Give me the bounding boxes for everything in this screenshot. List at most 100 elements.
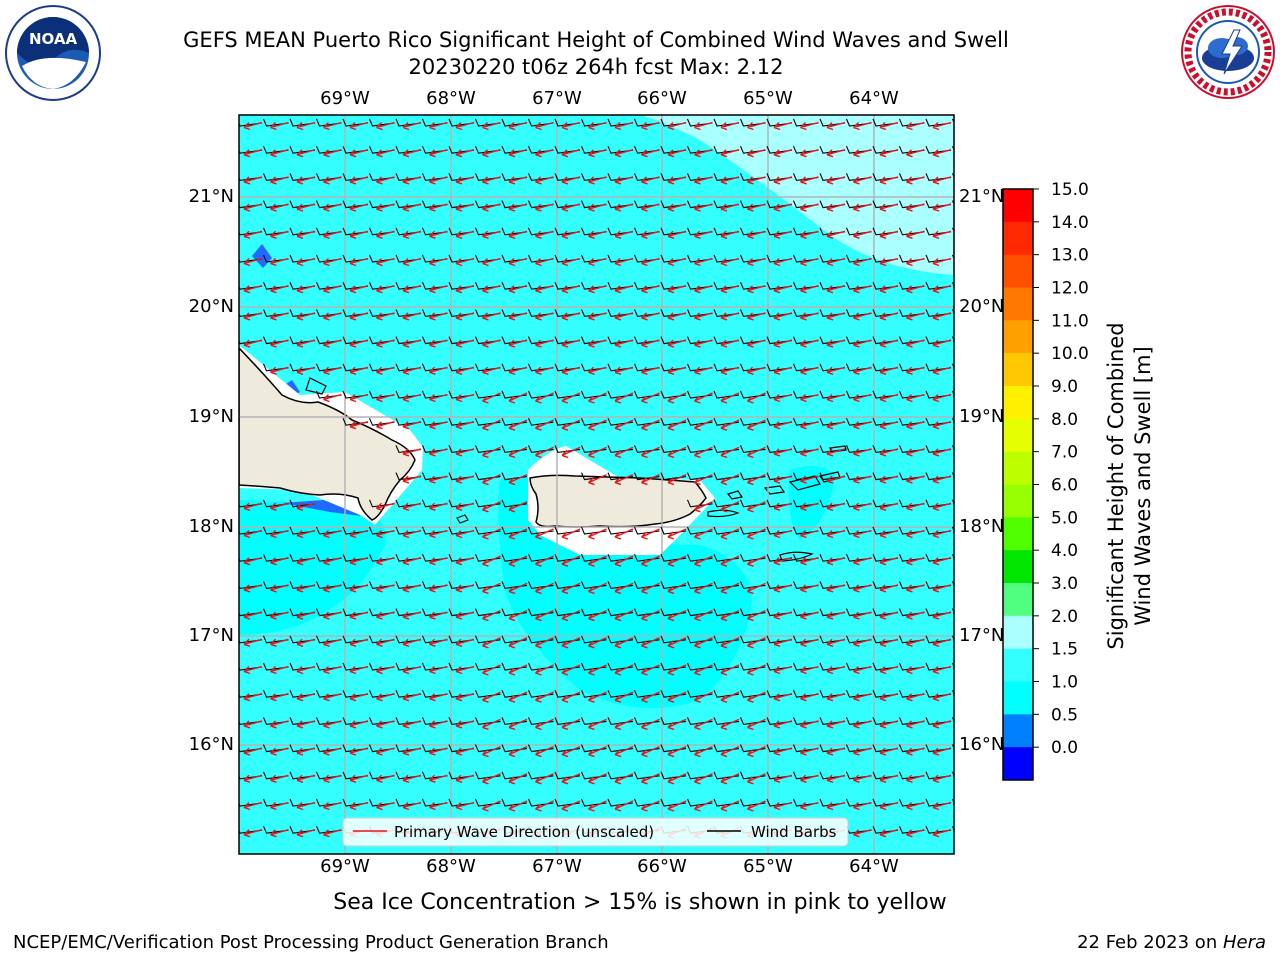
wave-direction-arrow bbox=[932, 230, 952, 239]
wave-direction-arrow bbox=[773, 665, 793, 675]
wave-direction-arrow bbox=[455, 774, 475, 783]
wave-direction-arrow bbox=[429, 611, 448, 620]
wave-direction-arrow bbox=[853, 421, 872, 430]
lat-right-5: 16°N bbox=[959, 734, 1005, 755]
wave-direction-arrow bbox=[667, 773, 687, 785]
wave-direction-arrow bbox=[535, 392, 554, 404]
lon-bottom-5: 64°W bbox=[849, 856, 899, 877]
wave-direction-arrow bbox=[826, 720, 846, 729]
wave-direction-arrow bbox=[694, 528, 713, 540]
wave-direction-arrow bbox=[720, 339, 740, 348]
colorbar-tick-label: 1.5 bbox=[1051, 640, 1078, 660]
wave-direction-arrow bbox=[243, 230, 263, 239]
wave-direction-arrow bbox=[879, 448, 899, 457]
wave-direction-arrow bbox=[482, 176, 501, 185]
wave-direction-arrow bbox=[270, 502, 289, 511]
wave-direction-arrow bbox=[614, 800, 634, 812]
wave-direction-arrow bbox=[323, 693, 342, 702]
wave-direction-arrow bbox=[323, 121, 342, 131]
wave-direction-arrow bbox=[296, 312, 316, 321]
wave-direction-arrow bbox=[508, 555, 528, 567]
wave-direction-arrow bbox=[906, 176, 925, 185]
colorbar-segment bbox=[1003, 189, 1033, 223]
wave-direction-arrow bbox=[323, 285, 342, 294]
wave-direction-arrow bbox=[694, 257, 713, 267]
lat-right-4: 17°N bbox=[959, 625, 1005, 646]
wave-direction-arrow bbox=[747, 773, 766, 785]
wave-direction-arrow bbox=[429, 638, 448, 647]
wave-direction-arrow bbox=[376, 203, 395, 212]
wave-direction-arrow bbox=[429, 502, 448, 511]
wave-direction-arrow bbox=[906, 393, 925, 403]
wave-direction-arrow bbox=[561, 609, 581, 622]
wave-direction-arrow bbox=[508, 609, 528, 622]
lat-right-2: 19°N bbox=[959, 406, 1005, 427]
wave-direction-arrow bbox=[588, 121, 607, 131]
colorbar-tick-label: 3.0 bbox=[1051, 574, 1078, 594]
wave-direction-arrow bbox=[720, 745, 740, 758]
svg-text:NOAA: NOAA bbox=[29, 30, 78, 48]
wave-direction-arrow bbox=[323, 366, 342, 375]
wave-direction-arrow bbox=[588, 419, 607, 431]
wave-direction-arrow bbox=[455, 203, 475, 212]
wave-direction-arrow bbox=[535, 121, 554, 131]
wave-direction-arrow bbox=[853, 611, 872, 620]
wave-direction-arrow bbox=[508, 230, 528, 239]
wave-direction-arrow bbox=[694, 419, 713, 431]
wave-direction-arrow bbox=[296, 747, 316, 756]
wave-direction-arrow bbox=[720, 800, 740, 812]
wave-direction-arrow bbox=[667, 419, 687, 431]
wave-direction-arrow bbox=[932, 339, 952, 348]
wave-direction-arrow bbox=[614, 203, 634, 212]
wave-direction-arrow bbox=[720, 230, 740, 239]
wave-direction-arrow bbox=[773, 529, 793, 539]
wave-direction-arrow bbox=[429, 693, 448, 702]
wave-direction-arrow bbox=[535, 691, 554, 703]
wave-direction-arrow bbox=[932, 801, 952, 811]
wave-direction-arrow bbox=[296, 149, 316, 158]
wave-direction-arrow bbox=[561, 312, 581, 321]
wave-direction-arrow bbox=[800, 366, 819, 375]
wave-direction-arrow bbox=[826, 557, 846, 566]
colorbar-tick-label: 7.0 bbox=[1051, 443, 1078, 463]
wave-direction-arrow bbox=[296, 638, 316, 647]
wave-direction-arrow bbox=[826, 312, 846, 321]
wave-direction-arrow bbox=[879, 366, 899, 375]
wave-direction-arrow bbox=[667, 176, 687, 185]
wave-direction-arrow bbox=[747, 691, 766, 703]
wave-direction-arrow bbox=[243, 693, 263, 702]
wave-direction-arrow bbox=[694, 691, 713, 703]
wave-direction-arrow bbox=[402, 448, 422, 457]
wave-direction-arrow bbox=[853, 529, 872, 539]
wave-direction-arrow bbox=[270, 611, 289, 620]
wave-direction-arrow bbox=[826, 393, 846, 403]
wave-direction-arrow bbox=[800, 421, 819, 430]
wave-direction-arrow bbox=[535, 203, 554, 212]
wave-direction-arrow bbox=[906, 339, 925, 348]
wave-direction-arrow bbox=[243, 339, 263, 348]
lon-top-1: 68°W bbox=[426, 88, 476, 109]
wave-direction-arrow bbox=[826, 203, 846, 212]
wave-direction-arrow bbox=[667, 149, 687, 158]
wave-direction-arrow bbox=[773, 638, 793, 647]
wave-direction-arrow bbox=[323, 393, 342, 403]
wave-direction-arrow bbox=[826, 176, 846, 185]
wave-direction-arrow bbox=[455, 665, 475, 675]
wave-direction-arrow bbox=[508, 664, 528, 676]
wave-direction-arrow bbox=[376, 665, 395, 675]
wind-barb bbox=[951, 363, 954, 369]
wave-direction-arrow bbox=[826, 366, 846, 375]
wave-direction-arrow bbox=[323, 584, 342, 593]
wave-direction-arrow bbox=[826, 584, 846, 593]
wave-direction-arrow bbox=[960, 585, 978, 592]
wave-direction-arrow bbox=[482, 149, 501, 158]
wave-direction-arrow bbox=[747, 473, 766, 486]
wave-height-contour-low-east bbox=[788, 466, 835, 540]
wave-direction-arrow bbox=[826, 285, 846, 294]
wave-direction-arrow bbox=[773, 257, 793, 267]
wave-direction-arrow bbox=[800, 475, 819, 484]
wave-direction-arrow bbox=[641, 121, 660, 131]
wave-direction-arrow bbox=[720, 312, 740, 321]
wave-direction-arrow bbox=[429, 421, 448, 430]
